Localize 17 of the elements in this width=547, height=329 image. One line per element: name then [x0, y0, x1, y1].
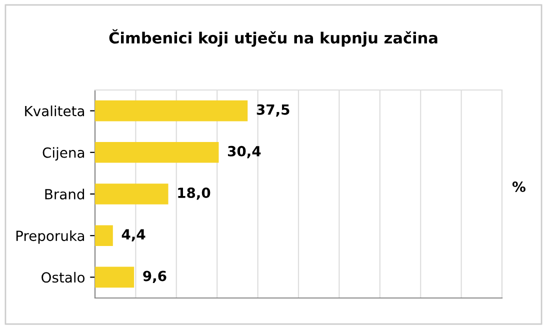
data-label: 30,4 — [228, 146, 261, 158]
data-label: 18,0 — [178, 188, 210, 200]
data-label: 4,4 — [122, 229, 146, 242]
y-tick-label: Kvaliteta — [25, 106, 84, 116]
y-tick-label: Brand — [45, 188, 84, 200]
y-tick-label: Cijena — [42, 147, 84, 161]
chart-title: Čimbenici koji utječu na kupnju začina — [109, 29, 438, 47]
bar — [95, 266, 134, 288]
bar — [95, 142, 219, 163]
data-label: 37,5 — [256, 104, 290, 117]
y-tick-label: Preporuka — [16, 230, 84, 244]
bar — [95, 100, 248, 122]
bar — [95, 225, 113, 246]
y-tick-label: Ostalo — [42, 272, 85, 283]
data-label: 9,6 — [143, 270, 166, 284]
bar — [95, 184, 168, 204]
x-axis-title: % — [512, 182, 526, 192]
